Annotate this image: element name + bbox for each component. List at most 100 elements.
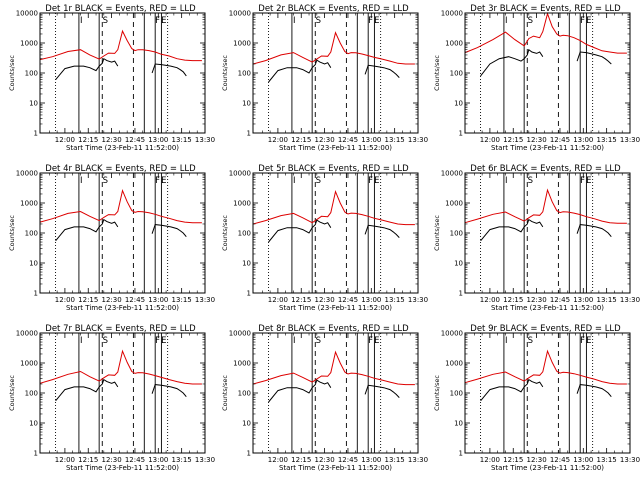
- panel-title: Det 2r BLACK = Events, RED = LLD: [258, 4, 409, 14]
- marker-label-e: E: [161, 336, 166, 346]
- y-tick-label: 10: [29, 420, 38, 428]
- lld-series-line: [252, 350, 415, 386]
- marker-label-e: E: [586, 176, 591, 186]
- x-tick-label: 12:15: [503, 296, 523, 304]
- lld-series-line: [39, 188, 202, 224]
- panel-title: Det 6r BLACK = Events, RED = LLD: [470, 164, 621, 174]
- marker-label-i: I: [293, 176, 296, 186]
- marker-label-f: F: [580, 16, 585, 26]
- x-tick-label: 12:00: [480, 136, 500, 144]
- x-tick-label: 13:00: [361, 456, 381, 464]
- y-axis-label: Counts/sec: [221, 55, 229, 91]
- y-axis-label: Counts/sec: [433, 215, 441, 251]
- x-tick-label: 13:30: [408, 456, 428, 464]
- events-series-line-2: [576, 51, 612, 65]
- panel-det-1: Det 1r BLACK = Events, RED = LLD I S F E 1 10 1…: [8, 4, 215, 152]
- panel-title: Det 5r BLACK = Events, RED = LLD: [258, 164, 409, 174]
- y-tick-label: 1000: [445, 200, 463, 208]
- y-tick-label: 1000: [20, 40, 38, 48]
- y-tick-label: 10000: [16, 330, 38, 338]
- x-tick-label: 12:15: [291, 456, 311, 464]
- x-tick-label: 13:00: [148, 136, 168, 144]
- lld-series-line: [252, 31, 415, 65]
- x-tick-label: 12:45: [338, 296, 358, 304]
- marker-label-f: F: [580, 336, 585, 346]
- events-series-line-2: [364, 384, 400, 398]
- marker-label-f: F: [155, 176, 160, 186]
- x-tick-label: 13:15: [172, 136, 192, 144]
- y-tick-label: 100: [238, 390, 251, 398]
- x-tick-label: 12:15: [503, 456, 523, 464]
- marker-label-s: S: [103, 336, 108, 346]
- marker-label-s: S: [103, 16, 108, 26]
- x-tick-label: 13:00: [361, 136, 381, 144]
- x-tick-label: 12:00: [55, 296, 75, 304]
- x-tick-label: 13:15: [385, 456, 405, 464]
- x-axis-label: Start Time (23-Feb-11 11:52:00): [279, 464, 392, 472]
- y-tick-label: 10: [454, 100, 463, 108]
- x-tick-label: 13:30: [195, 456, 215, 464]
- marker-label-s: S: [528, 176, 533, 186]
- panel-det-7: Det 7r BLACK = Events, RED = LLD I S F E 1 10 1…: [8, 324, 215, 472]
- x-tick-label: 12:30: [527, 456, 547, 464]
- x-tick-label: 13:15: [597, 136, 617, 144]
- x-tick-label: 13:15: [597, 296, 617, 304]
- marker-label-f: F: [580, 176, 585, 186]
- x-tick-label: 12:45: [338, 456, 358, 464]
- events-series-line-2: [151, 63, 187, 77]
- x-tick-label: 13:00: [573, 456, 593, 464]
- events-series-line-2: [576, 224, 612, 238]
- lld-series-line: [39, 29, 202, 62]
- marker-label-e: E: [586, 336, 591, 346]
- panel-title: Det 9r BLACK = Events, RED = LLD: [470, 324, 621, 334]
- events-series-line-1: [480, 378, 544, 402]
- x-tick-label: 12:45: [550, 296, 570, 304]
- lld-series-line: [464, 188, 627, 224]
- x-axis-label: Start Time (23-Feb-11 11:52:00): [66, 304, 179, 312]
- x-tick-label: 13:30: [408, 296, 428, 304]
- x-tick-label: 12:30: [102, 456, 122, 464]
- y-tick-label: 100: [450, 70, 463, 78]
- marker-label-f: F: [368, 336, 373, 346]
- y-tick-label: 10: [454, 420, 463, 428]
- marker-label-s: S: [103, 176, 108, 186]
- x-tick-label: 12:45: [125, 456, 145, 464]
- marker-label-s: S: [316, 176, 321, 186]
- y-tick-label: 1: [247, 130, 251, 138]
- x-tick-label: 12:45: [125, 296, 145, 304]
- events-series-line-2: [364, 64, 400, 78]
- x-tick-label: 12:45: [550, 136, 570, 144]
- x-tick-label: 12:30: [527, 296, 547, 304]
- y-tick-label: 10000: [16, 10, 38, 18]
- marker-label-e: E: [161, 176, 166, 186]
- y-axis-label: Counts/sec: [221, 375, 229, 411]
- events-series-line-1: [55, 218, 119, 242]
- panel-det-3: Det 3r BLACK = Events, RED = LLD I S F E 1 10 1…: [433, 4, 640, 152]
- panel-det-5: Det 5r BLACK = Events, RED = LLD I S F E 1 10 1…: [221, 164, 428, 312]
- x-tick-label: 13:00: [573, 136, 593, 144]
- x-tick-label: 12:30: [315, 296, 335, 304]
- panel-title: Det 1r BLACK = Events, RED = LLD: [45, 4, 196, 14]
- events-series-line-1: [55, 378, 119, 402]
- marker-label-i: I: [293, 336, 296, 346]
- x-tick-label: 13:30: [620, 296, 640, 304]
- y-tick-label: 100: [450, 390, 463, 398]
- x-tick-label: 13:30: [195, 296, 215, 304]
- y-tick-label: 100: [238, 70, 251, 78]
- y-tick-label: 1: [459, 130, 463, 138]
- x-tick-label: 12:30: [102, 296, 122, 304]
- y-tick-label: 10000: [229, 10, 251, 18]
- x-tick-label: 13:00: [361, 296, 381, 304]
- marker-label-i: I: [505, 16, 508, 26]
- y-tick-label: 10: [242, 420, 251, 428]
- marker-label-e: E: [374, 176, 379, 186]
- y-tick-label: 1000: [445, 40, 463, 48]
- events-series-line-1: [268, 59, 332, 83]
- x-tick-label: 13:30: [620, 456, 640, 464]
- panel-title: Det 7r BLACK = Events, RED = LLD: [45, 324, 196, 334]
- y-tick-label: 1: [34, 450, 38, 458]
- x-tick-label: 12:15: [291, 136, 311, 144]
- y-tick-label: 1: [459, 450, 463, 458]
- y-tick-label: 10000: [229, 170, 251, 178]
- x-tick-label: 13:30: [195, 136, 215, 144]
